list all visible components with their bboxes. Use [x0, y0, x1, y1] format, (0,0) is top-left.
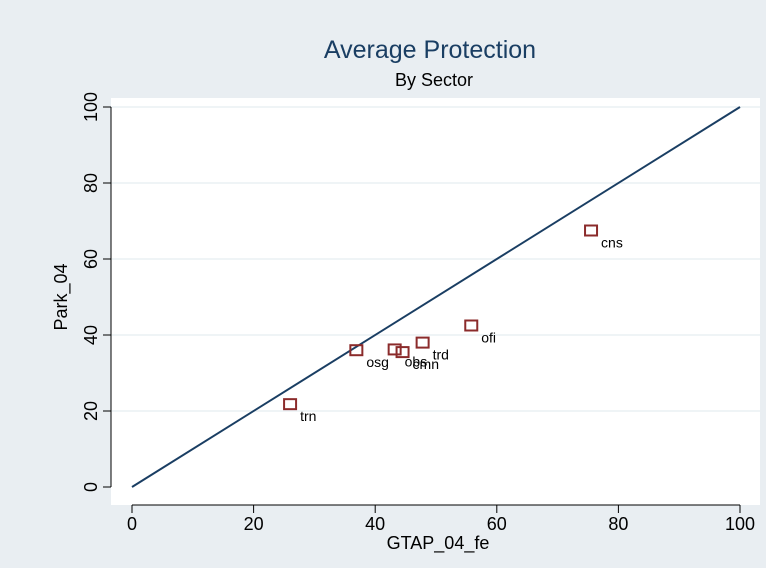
reference-line — [131, 106, 741, 488]
point-label-trn: trn — [300, 408, 316, 424]
point-label-cmn: cmn — [413, 356, 439, 372]
x-tick-label: 60 — [487, 514, 507, 534]
x-axis-title: GTAP_04_fe — [387, 533, 490, 554]
plot-area — [111, 98, 760, 505]
chart-title: Average Protection — [324, 36, 536, 64]
y-axis-title: Park_04 — [51, 263, 72, 330]
point-label-cns: cns — [601, 235, 623, 251]
grid-lines — [111, 106, 760, 412]
y-tick-label: 0 — [81, 482, 101, 492]
point-marker-ofi — [464, 319, 479, 332]
point-marker-trd — [415, 336, 430, 349]
point-marker-obs — [387, 343, 402, 356]
point-label-obs: obs — [405, 353, 428, 369]
x-tick-label: 0 — [127, 514, 137, 534]
point-marker-cns — [584, 224, 599, 237]
point-marker-osg — [349, 344, 364, 357]
y-tick-label: 80 — [81, 173, 101, 193]
y-tick-label: 20 — [81, 401, 101, 421]
x-tick-label: 100 — [725, 514, 755, 534]
x-tick-label: 20 — [244, 514, 264, 534]
point-label-ofi: ofi — [481, 330, 496, 346]
x-tick-label: 40 — [365, 514, 385, 534]
point-marker-cmn — [395, 346, 410, 359]
x-tick-label: 80 — [608, 514, 628, 534]
y-tick-label: 40 — [81, 325, 101, 345]
point-marker-trn — [283, 398, 298, 411]
y-tick-label: 60 — [81, 249, 101, 269]
point-label-osg: osg — [366, 354, 389, 370]
reference-line-group — [131, 106, 741, 488]
chart-subtitle: By Sector — [395, 70, 473, 90]
point-label-trd: trd — [433, 347, 449, 363]
axes: 0 20 40 60 80 100 0 20 40 60 80 100 — [81, 92, 755, 534]
y-tick-label: 100 — [81, 92, 101, 122]
